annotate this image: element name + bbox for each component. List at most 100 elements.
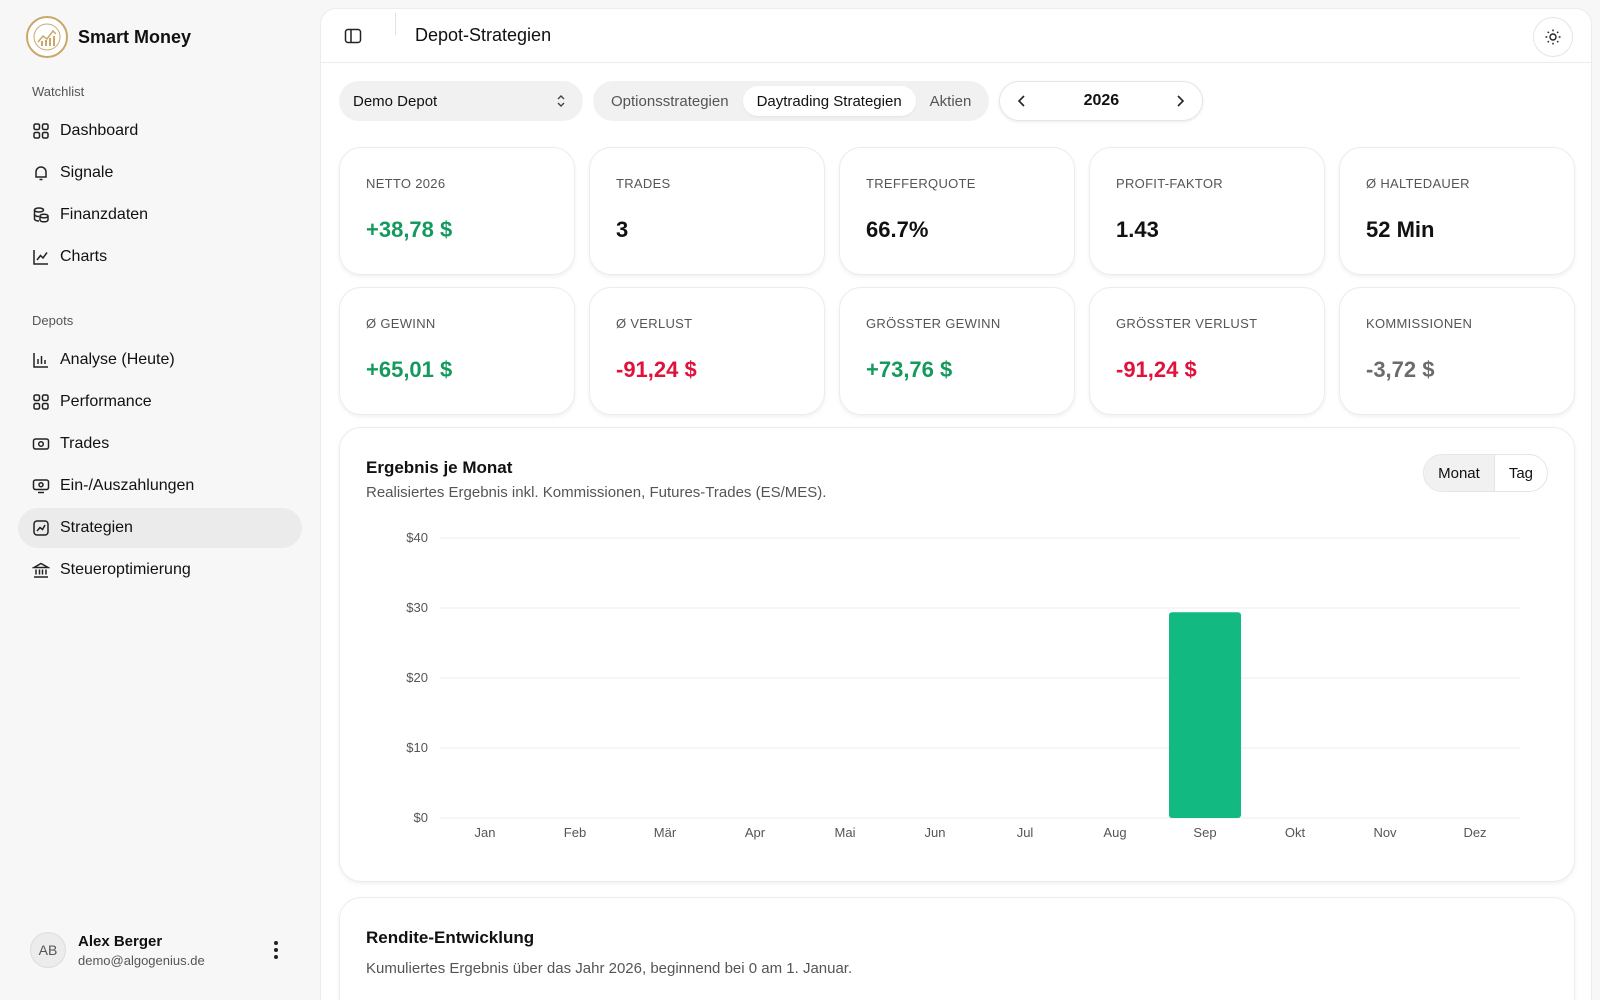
watchlist-section-label: Watchlist [32, 84, 85, 99]
stat-value: 52 Min [1366, 217, 1435, 242]
sidebar-item-label: Performance [60, 393, 152, 410]
sidebar: Smart Money Watchlist Dashboard Signale … [0, 0, 320, 1000]
stat-card-avg-verlust: Ø VERLUST -91,24 $ [589, 287, 825, 415]
stat-value: +38,78 $ [366, 217, 453, 242]
sidebar-item-label: Finanzdaten [60, 206, 149, 223]
sidebar-item-charts[interactable]: Charts [18, 237, 302, 277]
depot-select[interactable]: Demo Depot [339, 81, 583, 121]
sidebar-item-dashboard[interactable]: Dashboard [18, 111, 302, 151]
grid-icon [33, 123, 49, 139]
strategy-tabs: Optionsstrategien Daytrading Strategien … [593, 81, 990, 121]
topbar-divider [395, 13, 396, 35]
sidebar-item-label: Ein-/Auszahlungen [60, 477, 195, 494]
brand[interactable]: Smart Money [26, 16, 191, 58]
stat-value: +73,76 $ [866, 357, 953, 382]
toggle-tag[interactable]: Tag [1493, 455, 1547, 491]
chevron-left-icon[interactable] [1014, 93, 1030, 109]
watchlist-nav: Dashboard Signale Finanzdaten Charts [18, 111, 302, 279]
grid-icon [33, 394, 49, 410]
y-tick-label: $0 [414, 810, 428, 825]
stat-value: 66.7% [866, 217, 929, 242]
more-vertical-icon[interactable] [266, 940, 286, 960]
stat-card-netto: NETTO 2026 +38,78 $ [339, 147, 575, 275]
stat-value: -3,72 $ [1366, 357, 1435, 382]
stat-label: Ø HALTEDAUER [1366, 176, 1470, 191]
stat-card-groesster-gewinn: GRÖSSTER GEWINN +73,76 $ [839, 287, 1075, 415]
brand-name: Smart Money [78, 26, 192, 47]
strategy-icon [33, 520, 49, 536]
stat-card-avg-gewinn: Ø GEWINN +65,01 $ [339, 287, 575, 415]
stat-card-haltedauer: Ø HALTEDAUER 52 Min [1339, 147, 1575, 275]
sidebar-toggle-icon[interactable] [343, 26, 363, 46]
stat-grid: NETTO 2026 +38,78 $ TRADES 3 TREFFERQUOTE 6… [339, 147, 1579, 415]
stat-label: TREFFERQUOTE [866, 176, 976, 191]
stat-label: GRÖSSTER VERLUST [1116, 316, 1258, 331]
page-title: Depot-Strategien [415, 25, 552, 45]
monthly-card-subtitle: Realisiertes Ergebnis inkl. Kommissionen… [366, 484, 827, 501]
depot-select-value: Demo Depot [353, 92, 438, 110]
sidebar-item-label: Charts [60, 248, 108, 265]
sidebar-item-label: Steueroptimierung [60, 561, 191, 578]
x-tick-label: Sep [1193, 825, 1216, 840]
x-tick-label: Nov [1373, 825, 1397, 840]
brand-logo-icon [26, 16, 68, 58]
tab-aktien[interactable]: Aktien [929, 92, 972, 110]
y-tick-label: $20 [406, 670, 428, 685]
sidebar-item-label: Analyse (Heute) [60, 351, 175, 368]
sidebar-item-label: Signale [60, 164, 114, 181]
sidebar-item-performance[interactable]: Performance [18, 382, 302, 422]
user-profile[interactable]: AB Alex Berger demo@algogenius.de [30, 932, 300, 968]
deposit-icon [32, 479, 50, 494]
sidebar-item-label: Trades [60, 435, 110, 452]
cumulative-card-subtitle: Kumuliertes Ergebnis über das Jahr 2026,… [366, 960, 853, 977]
sidebar-item-analyse[interactable]: Analyse (Heute) [18, 340, 302, 380]
sidebar-item-strategien[interactable]: Strategien [18, 508, 302, 548]
year-navigator: 2026 [999, 81, 1204, 121]
cumulative-card-title: Rendite-Entwicklung [366, 928, 535, 947]
money-icon [32, 438, 50, 450]
monthly-bar-chart: $0 $10 $20 $30 $40 Jan Feb Mär Apr Mai Jun Jul Aug Se… [406, 530, 1520, 840]
coins-icon [33, 207, 49, 223]
stat-label: TRADES [616, 176, 671, 191]
sidebar-item-finanzdaten[interactable]: Finanzdaten [18, 195, 302, 235]
stat-label: PROFIT-FAKTOR [1116, 176, 1223, 191]
sidebar-item-label: Dashboard [60, 122, 139, 139]
stat-card-kommissionen: KOMMISSIONEN -3,72 $ [1339, 287, 1575, 415]
period-toggle: Monat Tag [1423, 454, 1548, 492]
x-tick-label: Dez [1463, 825, 1486, 840]
stat-value: +65,01 $ [366, 357, 453, 382]
sidebar-item-signale[interactable]: Signale [18, 153, 302, 193]
sidebar-item-trades[interactable]: Trades [18, 424, 302, 464]
stat-value: 1.43 [1116, 217, 1159, 242]
depots-section-label: Depots [32, 313, 74, 328]
x-tick-label: Mai [835, 825, 856, 840]
stat-label: GRÖSSTER GEWINN [866, 316, 1001, 331]
depots-nav: Analyse (Heute) Performance Trades Ein-/… [18, 340, 302, 592]
x-tick-label: Feb [564, 825, 586, 840]
sidebar-item-steueroptimierung[interactable]: Steueroptimierung [18, 550, 302, 590]
sun-icon [1545, 29, 1561, 45]
x-tick-label: Jan [475, 825, 496, 840]
theme-toggle-button[interactable] [1533, 17, 1573, 57]
stat-card-trefferquote: TREFFERQUOTE 66.7% [839, 147, 1075, 275]
chevron-updown-icon [557, 95, 565, 107]
x-tick-label: Jul [1017, 825, 1034, 840]
toggle-monat[interactable]: Monat [1424, 455, 1494, 491]
cumulative-return-card: Rendite-Entwicklung Kumuliertes Ergebnis… [339, 897, 1575, 1000]
stat-card-groesster-verlust: GRÖSSTER VERLUST -91,24 $ [1089, 287, 1325, 415]
user-name: Alex Berger [78, 932, 163, 950]
bell-icon [35, 166, 47, 181]
chart-icon [33, 353, 48, 368]
x-tick-label: Aug [1103, 825, 1126, 840]
sidebar-item-ein-auszahlungen[interactable]: Ein-/Auszahlungen [18, 466, 302, 506]
x-tick-label: Apr [745, 825, 766, 840]
main-panel: Depot-Strategien Demo Depot Optionsstrat… [320, 8, 1592, 1000]
user-email: demo@algogenius.de [78, 952, 205, 968]
chevron-right-icon[interactable] [1172, 93, 1188, 109]
monthly-result-card: Ergebnis je Monat Realisiertes Ergebnis … [339, 427, 1575, 882]
avatar: AB [30, 932, 66, 968]
tab-daytrading[interactable]: Daytrading Strategien [742, 86, 916, 116]
tab-optionsstrategien[interactable]: Optionsstrategien [611, 92, 729, 110]
year-value: 2026 [1083, 92, 1120, 109]
x-tick-label: Mär [654, 825, 677, 840]
